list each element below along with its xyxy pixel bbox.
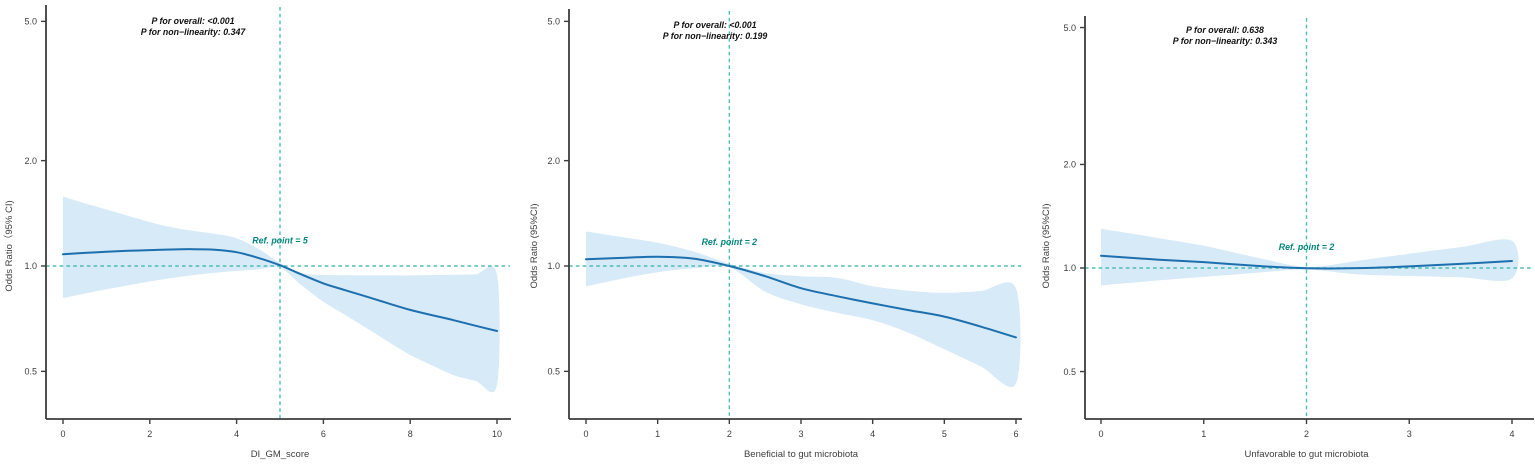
rcs-panel-unfavorable: 5.0 2.0 1.0 0.5 0 1 2 3 4 Unfavorable to gut micr… bbox=[1023, 0, 1535, 466]
p-value-annotation: P for overall: <0.001 bbox=[151, 16, 234, 26]
y-axis-title: Odds Ratio (95%CI) bbox=[1041, 203, 1052, 288]
spline-plot: 5.0 2.0 1.0 0.5 0 2 4 6 8 10 DI_GM_score Odds Ratio… bbox=[3, 5, 511, 460]
y-tick-label: 2.0 bbox=[24, 156, 37, 166]
spline-plot: 5.0 2.0 1.0 0.5 0 1 2 3 4 5 6 Beneficial to gut mic… bbox=[529, 9, 1022, 460]
confidence-band bbox=[1101, 228, 1519, 286]
y-tick-label: 5.0 bbox=[1063, 23, 1076, 33]
x-axis-title: Unfavorable to gut microbiota bbox=[1244, 449, 1369, 460]
x-tick-label: 1 bbox=[1201, 429, 1206, 439]
y-tick-label: 0.5 bbox=[547, 367, 560, 377]
x-axis-title: DI_GM_score bbox=[251, 449, 310, 460]
x-tick-label: 8 bbox=[408, 429, 413, 439]
ref-point-label: Ref. point = 2 bbox=[702, 237, 758, 247]
x-tick-label: 4 bbox=[870, 429, 875, 439]
y-tick-label: 1.0 bbox=[547, 261, 560, 271]
odds-ratio-curve bbox=[62, 248, 498, 332]
p-value-annotation: P for non−linearity: 0.347 bbox=[141, 27, 247, 37]
y-tick-label: 5.0 bbox=[547, 17, 560, 27]
confidence-band bbox=[586, 231, 1021, 388]
x-tick-label: 0 bbox=[60, 429, 65, 439]
x-tick-label: 0 bbox=[1098, 429, 1103, 439]
x-tick-label: 5 bbox=[942, 429, 947, 439]
p-value-annotation: P for non−linearity: 0.199 bbox=[663, 31, 768, 41]
x-tick-label: 3 bbox=[798, 429, 803, 439]
x-tick-label: 1 bbox=[655, 429, 660, 439]
y-axis-title: Odds Ratio（95% CI) bbox=[3, 200, 15, 291]
rcs-panel-di-gm-score: 5.0 2.0 1.0 0.5 0 2 4 6 8 10 DI_GM_score Odds Ratio… bbox=[0, 0, 512, 466]
y-axis-title: Odds Ratio (95%CI) bbox=[529, 203, 540, 288]
x-tick-label: 4 bbox=[1509, 429, 1514, 439]
p-value-annotation: P for non−linearity: 0.343 bbox=[1173, 36, 1278, 46]
y-tick-label: 0.5 bbox=[24, 367, 37, 377]
x-tick-label: 4 bbox=[234, 429, 239, 439]
y-tick-label: 2.0 bbox=[1063, 160, 1076, 170]
x-tick-label: 2 bbox=[147, 429, 152, 439]
y-tick-label: 1.0 bbox=[24, 261, 37, 271]
x-axis-title: Beneficial to gut microbiota bbox=[744, 449, 859, 460]
p-value-annotation: P for overall: 0.638 bbox=[1186, 25, 1264, 35]
x-tick-label: 2 bbox=[727, 429, 732, 439]
x-tick-label: 6 bbox=[321, 429, 326, 439]
x-tick-label: 3 bbox=[1407, 429, 1412, 439]
ref-point-label: Ref. point = 5 bbox=[252, 236, 308, 246]
p-value-annotation: P for overall: <0.001 bbox=[673, 20, 756, 30]
confidence-band bbox=[63, 196, 500, 393]
ref-point-label: Ref. point = 2 bbox=[1279, 242, 1335, 252]
x-tick-label: 0 bbox=[583, 429, 588, 439]
odds-ratio-curve bbox=[1100, 254, 1513, 270]
y-tick-label: 0.5 bbox=[1063, 367, 1076, 377]
x-tick-label: 6 bbox=[1013, 429, 1018, 439]
odds-ratio-curve bbox=[585, 255, 1017, 339]
x-tick-label: 2 bbox=[1304, 429, 1309, 439]
y-tick-label: 1.0 bbox=[1063, 263, 1076, 273]
y-tick-label: 5.0 bbox=[24, 17, 37, 27]
spline-plot: 5.0 2.0 1.0 0.5 0 1 2 3 4 Unfavorable to gut micr… bbox=[1041, 16, 1534, 460]
x-tick-label: 10 bbox=[492, 429, 502, 439]
rcs-panel-beneficial: 5.0 2.0 1.0 0.5 0 1 2 3 4 5 6 Beneficial to gut mic… bbox=[512, 0, 1023, 466]
y-tick-label: 2.0 bbox=[547, 156, 560, 166]
